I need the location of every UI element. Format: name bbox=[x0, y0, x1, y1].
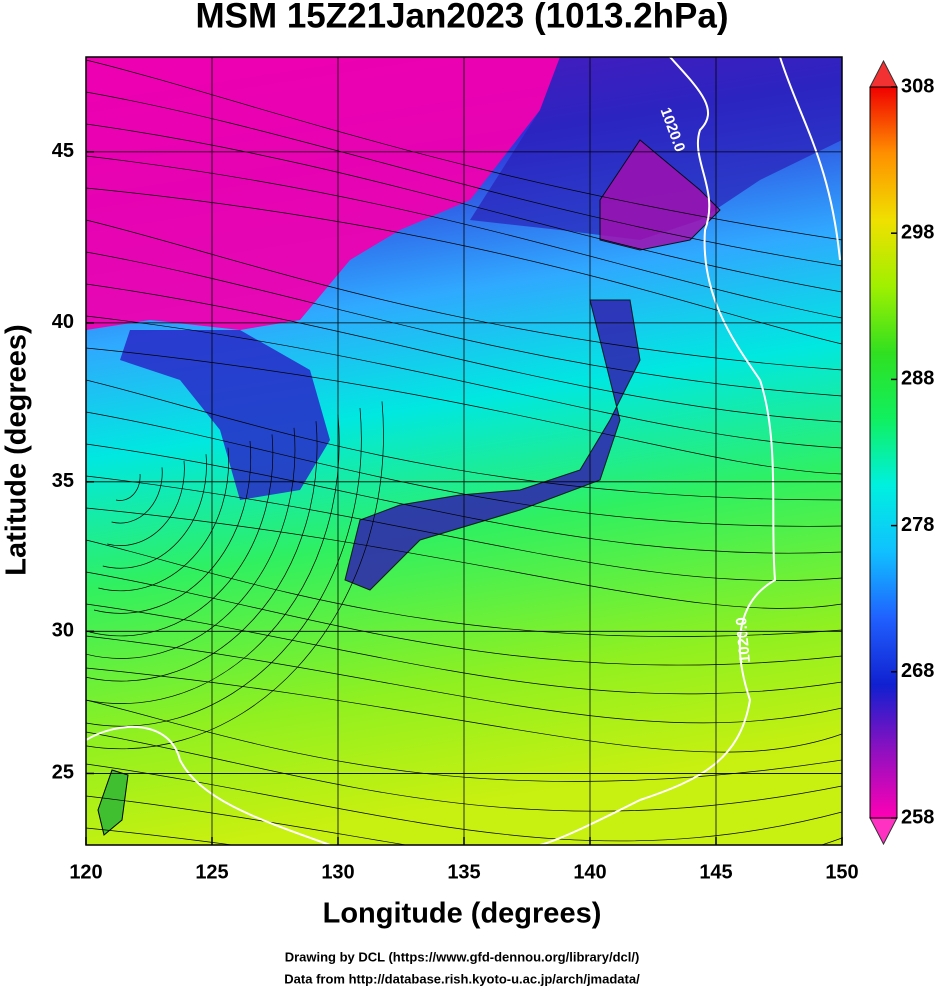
colorbar bbox=[869, 86, 898, 819]
cold-region bbox=[86, 57, 560, 330]
colorbar-tick-label: 268 bbox=[901, 660, 934, 682]
streamline bbox=[86, 603, 842, 695]
streamline bbox=[86, 699, 842, 782]
y-tick-label: 45 bbox=[52, 140, 74, 162]
streamline bbox=[86, 667, 842, 753]
x-tick-label: 120 bbox=[69, 861, 102, 883]
colorbar-tick-label: 258 bbox=[901, 806, 934, 828]
streamline bbox=[86, 123, 842, 293]
streamline bbox=[86, 59, 842, 241]
colorbar-tick-label: 278 bbox=[901, 514, 934, 536]
streamline bbox=[102, 454, 207, 569]
land bbox=[599, 139, 721, 251]
streamline bbox=[86, 219, 842, 371]
y-axis-label: Latitude (degrees) bbox=[1, 324, 33, 575]
colorbar-tick-label: 288 bbox=[901, 368, 934, 390]
streamline bbox=[86, 731, 842, 812]
streamline bbox=[86, 421, 318, 682]
streamline bbox=[86, 315, 842, 449]
y-tick-label: 30 bbox=[52, 620, 74, 642]
contour-label: 1020.0 bbox=[733, 616, 754, 663]
colorbar-extend bbox=[869, 817, 898, 846]
x-axis-label: Longitude (degrees) bbox=[323, 898, 602, 930]
land bbox=[97, 769, 129, 836]
streamline bbox=[86, 407, 362, 727]
y-tick-label: 40 bbox=[52, 311, 74, 333]
x-tick-label: 145 bbox=[699, 861, 732, 883]
streamline bbox=[86, 635, 842, 724]
streamline bbox=[86, 539, 842, 637]
streamline bbox=[86, 91, 842, 267]
streamline bbox=[86, 155, 842, 319]
isobar bbox=[779, 57, 841, 261]
streamline bbox=[115, 473, 141, 501]
streamline bbox=[86, 401, 384, 749]
streamline bbox=[86, 379, 842, 501]
x-tick-label: 130 bbox=[321, 861, 354, 883]
streamline bbox=[86, 414, 340, 704]
y-tick-label: 35 bbox=[52, 470, 74, 492]
streamline bbox=[89, 434, 274, 637]
colorbar-extend bbox=[869, 59, 898, 88]
streamline bbox=[107, 460, 185, 546]
x-tick-label: 150 bbox=[825, 861, 858, 883]
streamline bbox=[86, 443, 842, 554]
streamline bbox=[86, 763, 842, 842]
streamline bbox=[86, 571, 842, 666]
streamline bbox=[86, 795, 842, 845]
credit: Data from http://database.rish.kyoto-u.a… bbox=[284, 971, 640, 986]
streamline bbox=[86, 187, 842, 345]
land bbox=[344, 299, 641, 591]
title: MSM 15Z21Jan2023 (1013.2hPa) bbox=[195, 0, 728, 35]
streamline bbox=[86, 251, 842, 397]
isobar bbox=[539, 57, 777, 845]
land bbox=[120, 330, 330, 500]
x-tick-label: 125 bbox=[195, 861, 228, 883]
streamline bbox=[111, 467, 163, 524]
field: 1020.0 1020.0 bbox=[86, 57, 842, 845]
streamline bbox=[86, 411, 842, 527]
streamline bbox=[86, 427, 296, 659]
x-tick-label: 140 bbox=[573, 861, 606, 883]
x-tick-label: 135 bbox=[447, 861, 480, 883]
streamline bbox=[86, 507, 842, 609]
isobar bbox=[86, 725, 331, 845]
cold-region bbox=[470, 57, 842, 240]
colorbar-tick-label: 298 bbox=[901, 221, 934, 243]
colorbar-tick-label: 308 bbox=[901, 75, 934, 97]
streamline bbox=[86, 283, 842, 423]
credit: Drawing by DCL (https://www.gfd-dennou.o… bbox=[285, 949, 640, 964]
y-tick-label: 25 bbox=[52, 762, 74, 784]
streamline bbox=[93, 440, 252, 614]
plot-frame bbox=[85, 56, 843, 846]
